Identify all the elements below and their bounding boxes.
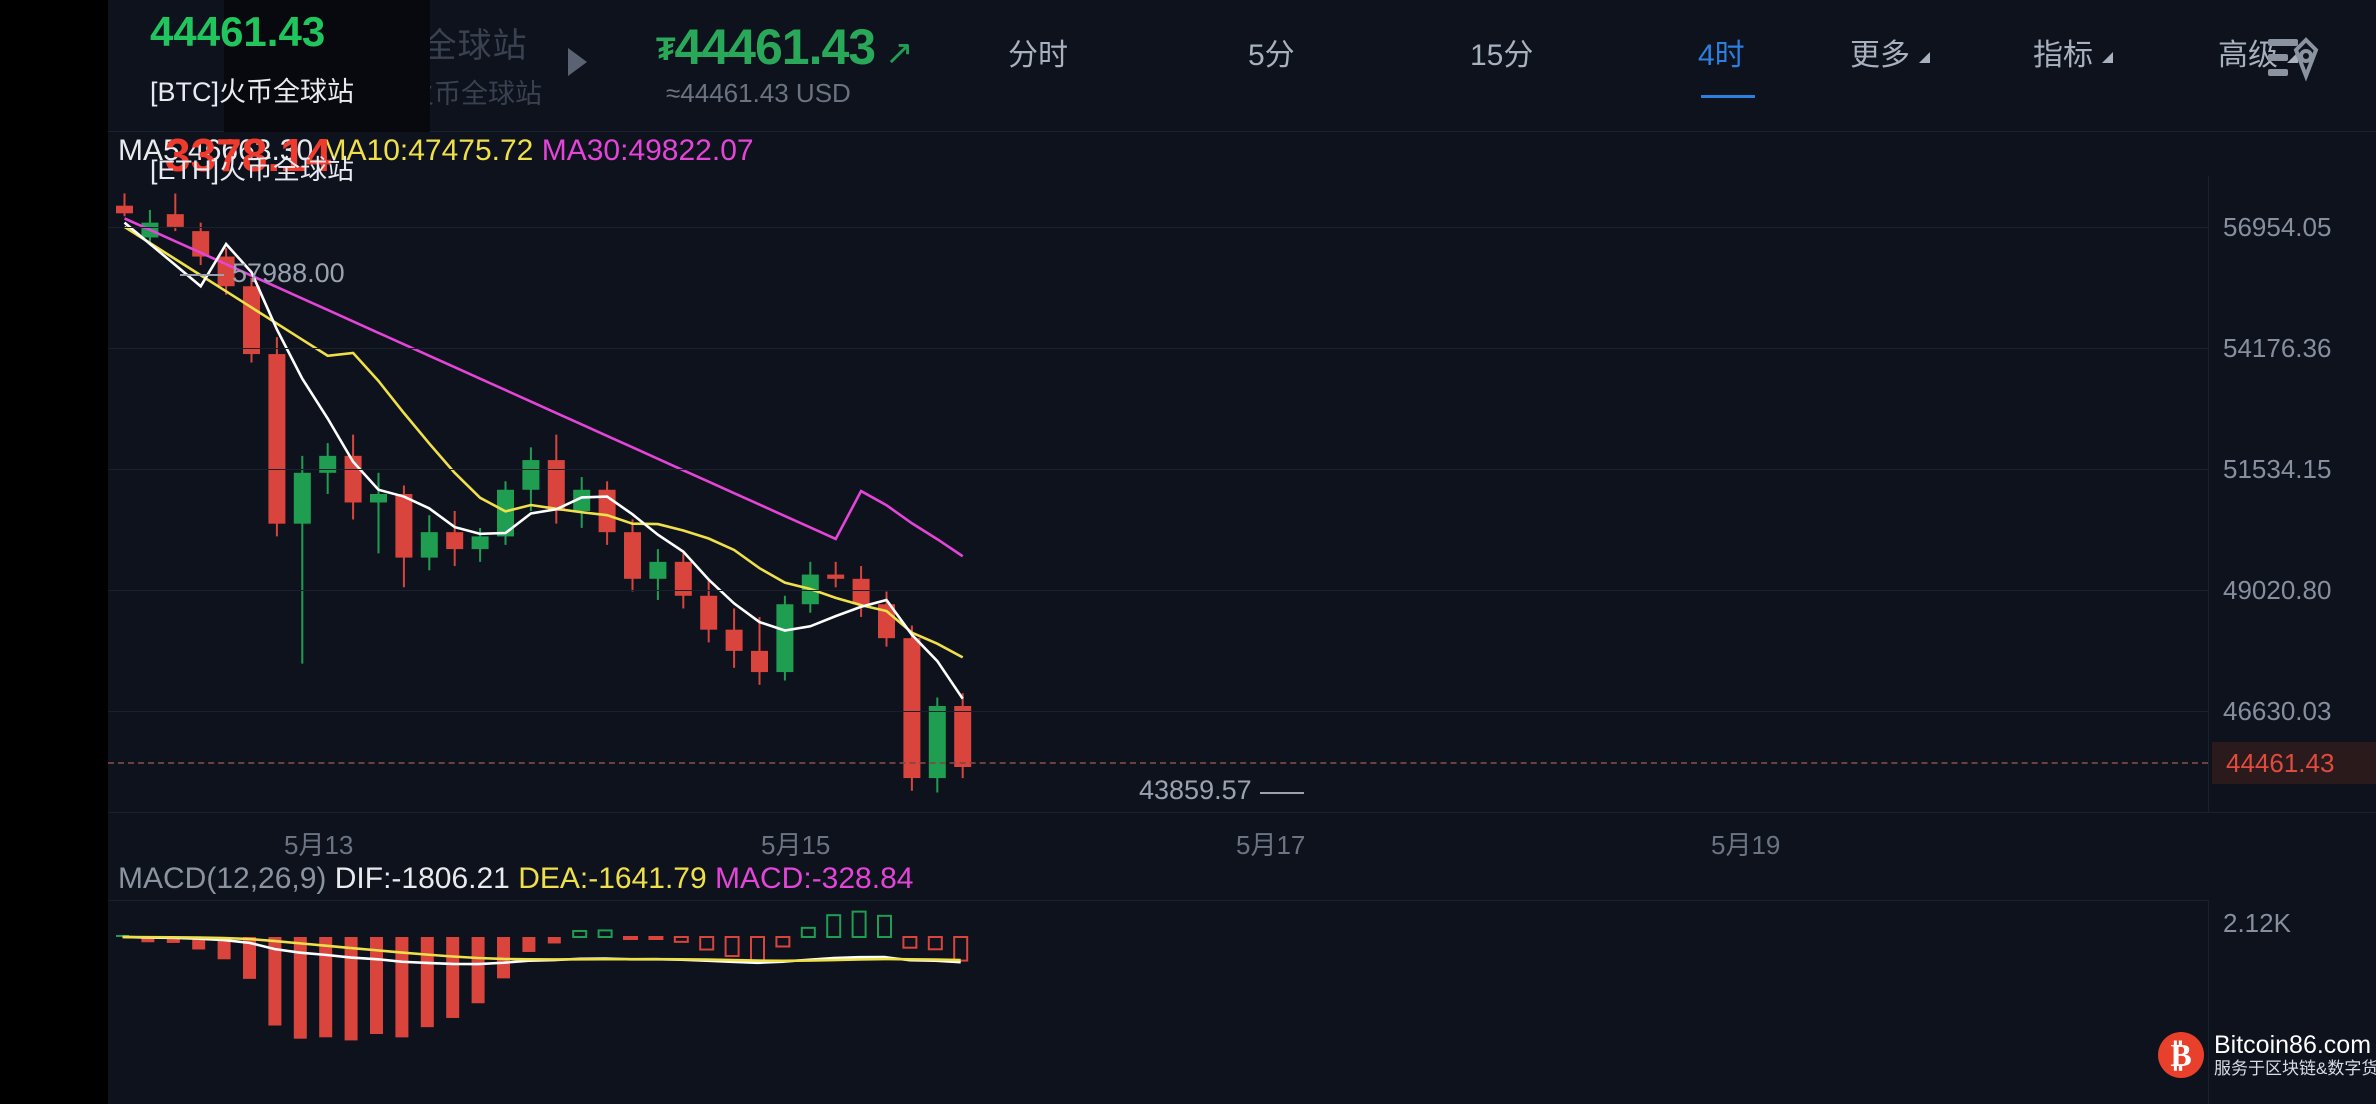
date-axis-tick: 5月13 <box>284 830 354 860</box>
ma5-label: MA5: <box>118 134 189 167</box>
main-panel <box>108 0 2376 1104</box>
gridline <box>108 227 2208 228</box>
dea-label: DEA: <box>518 862 589 895</box>
currency-symbol: ₮ <box>656 31 676 67</box>
ma-legend: MA5:46663.30 MA10:47475.72 MA30:49822.07 <box>118 134 754 168</box>
macd-value: -328.84 <box>811 862 914 895</box>
price-axis-tick: 54176.36 <box>2223 333 2332 363</box>
date-axis-tick: 5月19 <box>1711 830 1781 860</box>
tab-fenshi[interactable]: 分时 <box>1008 39 1068 72</box>
price-axis-tick: 49020.80 <box>2223 575 2332 605</box>
macd-axis: 2.12K <box>2208 900 2376 1104</box>
low-price-annotation: 43859.57 <box>1139 775 1304 805</box>
tab-5min[interactable]: 5分 <box>1248 39 1295 72</box>
gridline <box>108 711 2208 712</box>
date-axis-tick: 5月15 <box>761 830 831 860</box>
top-toolbar: 火币全球站 [BTC]火币全球站 ₮44461.43 ↗ ≈44461.43 US… <box>108 0 2376 132</box>
ma30-value: 49822.07 <box>628 134 754 167</box>
price-axis-tick: 56954.05 <box>2223 212 2332 242</box>
price-chart-plot[interactable] <box>108 176 2208 812</box>
high-price-annotation: 57988.00 <box>180 258 345 288</box>
date-axis-tick: 5月17 <box>1236 830 1306 860</box>
watermark-subtitle: 服务于区块链&数字货币 <box>2214 1058 2376 1078</box>
chart-settings-icon[interactable] <box>2268 36 2320 82</box>
menu-more[interactable]: 更多 <box>1850 30 1930 74</box>
gridline <box>108 348 2208 349</box>
bitcoin-logo-icon: ₿ <box>2158 1032 2204 1079</box>
chevron-down-icon <box>1919 52 1930 63</box>
ma5-value: 46663.30 <box>188 134 314 167</box>
tab-4hour[interactable]: 4时 <box>1698 30 1755 98</box>
macd-legend: MACD(12,26,9) DIF:-1806.21 DEA:-1641.79 … <box>118 862 913 896</box>
dea-value: -1641.79 <box>588 862 707 895</box>
gridline <box>108 590 2208 591</box>
macd-title: MACD(12,26,9) <box>118 862 327 895</box>
macd-series <box>116 910 969 1041</box>
dif-value: -1806.21 <box>391 862 510 895</box>
date-axis: 5月13 5月15 5月17 5月19 <box>108 812 2376 860</box>
price-value: 44461.43 <box>674 19 877 75</box>
symbol-overlay-card <box>224 0 430 132</box>
ma10-label: MA10: <box>321 134 409 167</box>
watermark: ₿ Bitcoin86.com 服务于区块链&数字货币 <box>2158 1031 2376 1079</box>
menu-advanced[interactable]: 高级 <box>2218 30 2298 74</box>
watermark-title: Bitcoin86.com <box>2214 1031 2372 1059</box>
ma30-label: MA30: <box>541 134 629 167</box>
last-price-badge: 44461.43 <box>2212 742 2376 784</box>
price-axis: 56954.05 54176.36 51534.15 49020.80 4663… <box>2208 176 2376 812</box>
ma10-value: 47475.72 <box>408 134 534 167</box>
macd-plot[interactable] <box>108 900 2208 1104</box>
macd-axis-tick: 2.12K <box>2223 908 2291 938</box>
arrow-up-right-icon: ↗ <box>885 34 913 72</box>
price-axis-tick: 46630.03 <box>2223 696 2332 726</box>
price-axis-tick: 51534.15 <box>2223 454 2332 484</box>
gridline <box>108 469 2208 470</box>
overlay-price-eth: 3378.14 <box>165 129 332 181</box>
triangle-right-icon[interactable] <box>568 48 587 76</box>
left-gutter <box>0 0 108 1104</box>
candlestick-series <box>116 193 972 793</box>
overlay-price-btc: 44461.43 <box>150 8 326 55</box>
current-price: ₮44461.43 ↗ <box>656 18 914 76</box>
chevron-down-icon <box>2287 52 2298 63</box>
overlay-label-btc: [BTC]火币全球站 <box>150 77 355 107</box>
overlay-label-eth: [ETH]火币全球站 <box>150 155 355 185</box>
last-price-line <box>108 762 2208 764</box>
dif-label: DIF: <box>334 862 392 895</box>
menu-indicators[interactable]: 指标 <box>2033 30 2113 74</box>
price-usd: ≈44461.43 USD <box>666 78 851 108</box>
chevron-down-icon <box>2102 52 2113 63</box>
macd-label: MACD: <box>715 862 812 895</box>
tab-15min[interactable]: 15分 <box>1470 39 1534 72</box>
